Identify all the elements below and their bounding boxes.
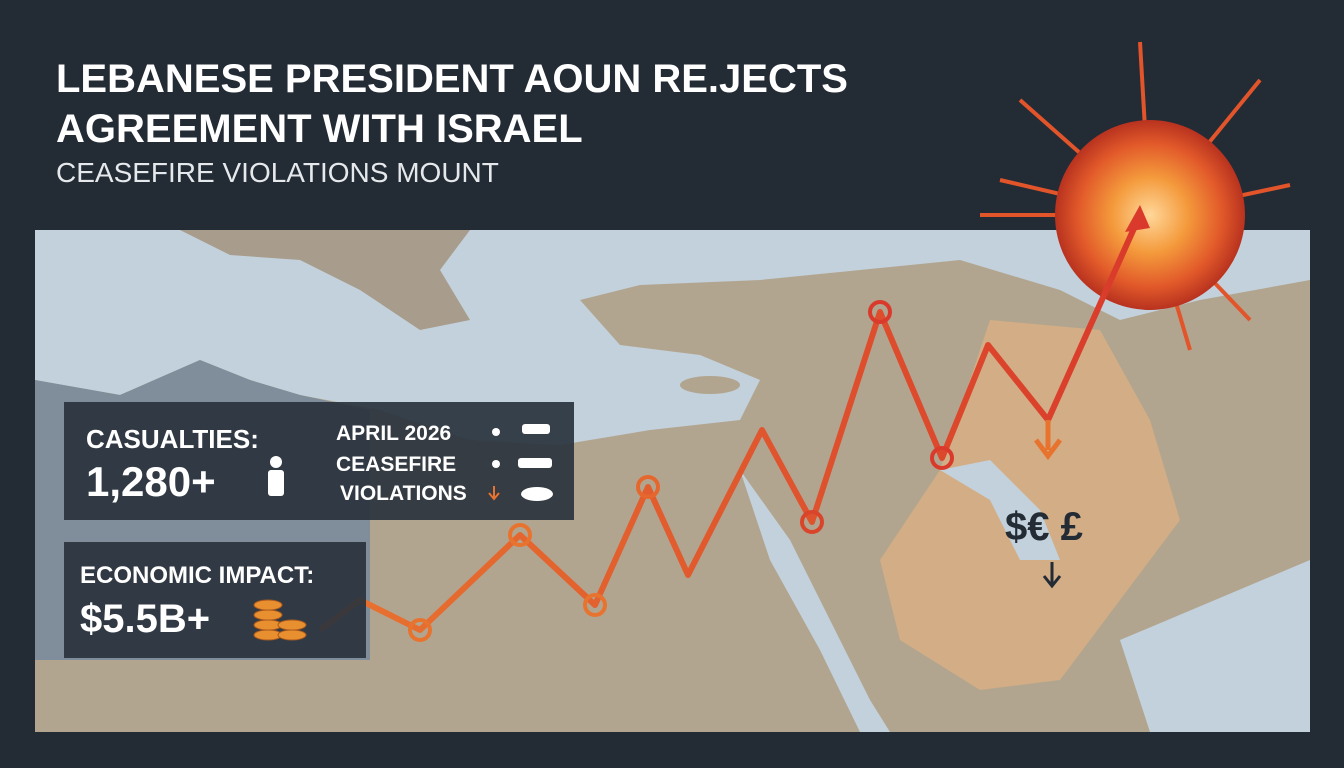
gulf	[940, 460, 1060, 560]
economic-panel	[64, 542, 366, 658]
currency-symbols: $€ £	[1005, 505, 1083, 549]
cloud-icon	[521, 487, 553, 501]
red-sea	[740, 470, 890, 732]
title-line: AGREEMENT WITH ISRAEL	[56, 107, 583, 151]
title-line: LEBANESE PRESIDENT AOUN RE.JECTS	[56, 57, 848, 101]
economic-label: ECONOMIC IMPACT:	[80, 562, 314, 589]
casualties-value: 1,280+	[86, 458, 216, 505]
coins-icon	[253, 599, 307, 641]
truck-icon	[518, 458, 552, 468]
tank-icon	[522, 424, 550, 434]
economic-value: $5.5B+	[80, 597, 210, 641]
legend-dot	[492, 460, 500, 468]
arabian-sea	[1120, 560, 1310, 732]
person-icon	[268, 456, 284, 496]
legend-item: CEASEFIRE	[336, 453, 456, 476]
land-north	[35, 230, 470, 330]
trend-line	[318, 205, 1150, 642]
legend-arrow	[488, 486, 500, 501]
subtitle: CEASEFIRE VIOLATIONS MOUNT	[56, 157, 499, 188]
legend-item: VIOLATIONS	[340, 482, 467, 505]
explosion	[980, 41, 1291, 351]
legend-item: APRIL 2026	[336, 422, 451, 445]
casualties-label: CASUALTIES:	[86, 424, 259, 454]
currency-arrow	[1042, 562, 1062, 589]
legend-dot	[492, 428, 500, 436]
cyprus	[680, 376, 740, 394]
casualties-panel	[64, 402, 574, 520]
